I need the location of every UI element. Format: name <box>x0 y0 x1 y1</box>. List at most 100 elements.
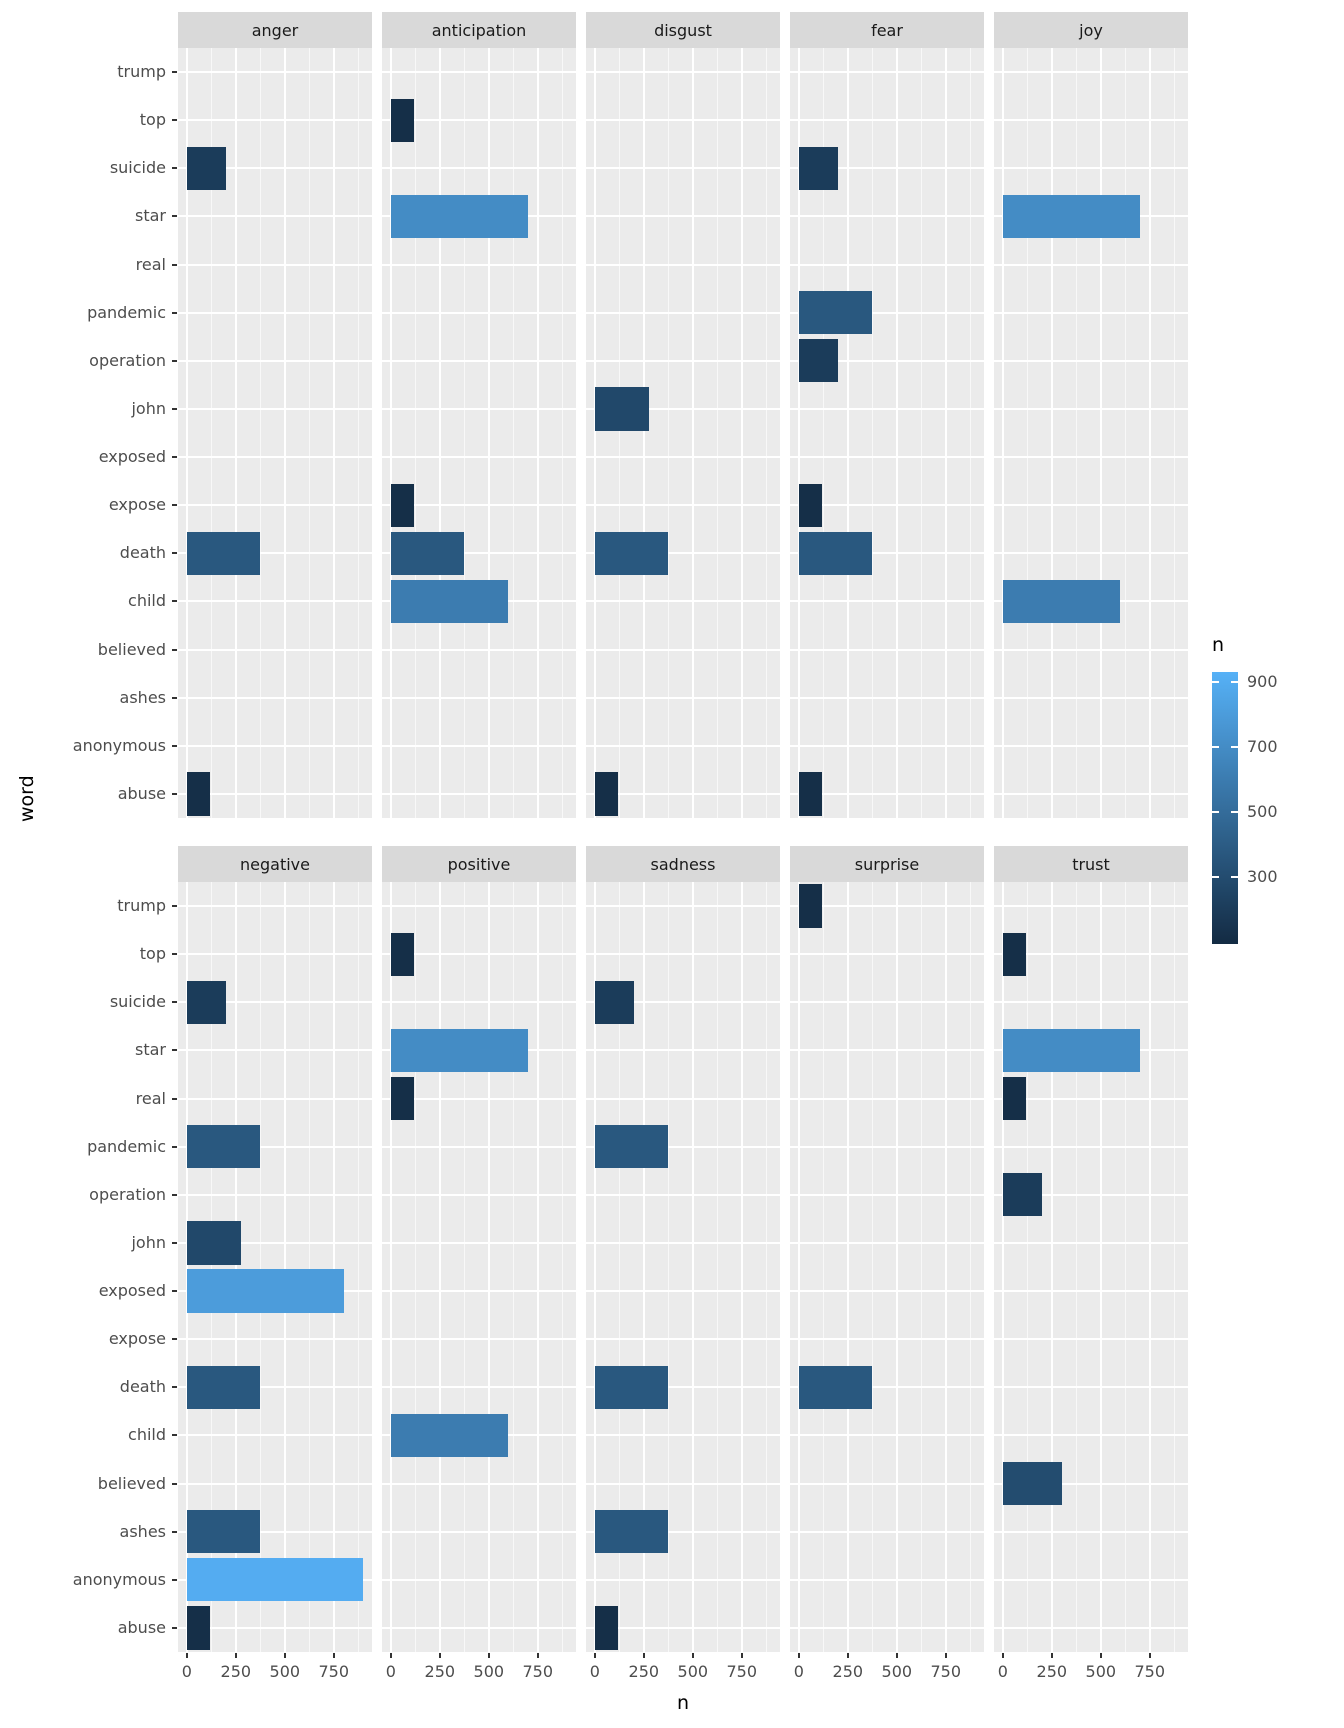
bar-negative-john <box>186 1221 241 1265</box>
gridline-major-horizontal <box>178 1386 372 1389</box>
gridline-major-horizontal <box>586 600 780 603</box>
gridline-major-horizontal <box>790 407 984 410</box>
bar-trust-operation <box>1002 1173 1042 1217</box>
x-tick-mark <box>185 1653 188 1658</box>
gridline-major-horizontal <box>790 167 984 170</box>
bar-sadness-suicide <box>594 980 634 1024</box>
facet-label-sadness: sadness <box>650 854 716 874</box>
gridline-minor-vertical <box>1173 48 1175 818</box>
gridline-major-vertical <box>283 882 286 1652</box>
gridline-major-horizontal <box>586 1145 780 1148</box>
facet-label-fear: fear <box>871 20 903 40</box>
gridline-major-horizontal <box>790 1626 984 1629</box>
bar-positive-real <box>390 1076 415 1121</box>
gridline-minor-vertical <box>512 882 514 1652</box>
gridline-major-horizontal <box>178 1001 372 1004</box>
gridline-major-horizontal <box>994 263 1188 266</box>
gridline-major-vertical <box>332 48 335 818</box>
bar-anticipation-star <box>390 194 528 239</box>
gridline-minor-vertical <box>871 882 873 1652</box>
gridline-minor-vertical <box>561 882 563 1652</box>
y-tick-mark <box>172 359 177 362</box>
x-tick-label: 0 <box>589 1662 600 1681</box>
gridline-major-horizontal <box>790 905 984 908</box>
y-tick-mark <box>172 696 177 699</box>
gridline-major-horizontal <box>586 1530 780 1533</box>
gridline-major-horizontal <box>382 1338 576 1341</box>
y-tick-mark <box>172 119 177 122</box>
facet-panel-anticipation <box>382 48 576 818</box>
gridline-major-vertical <box>797 48 800 818</box>
gridline-major-vertical <box>332 882 335 1652</box>
y-tick-mark <box>172 407 177 410</box>
x-tick-label: 500 <box>473 1662 505 1681</box>
gridline-major-vertical <box>846 882 849 1652</box>
gridline-major-vertical <box>895 882 898 1652</box>
gridline-major-horizontal <box>790 648 984 651</box>
gridline-major-horizontal <box>994 504 1188 507</box>
bar-fear-abuse <box>798 772 823 816</box>
facet-label-surprise: surprise <box>854 854 920 874</box>
legend-tick-mark <box>1212 876 1219 879</box>
gridline-minor-vertical <box>667 48 669 818</box>
gridline-major-vertical <box>691 882 694 1652</box>
bar-joy-child <box>1002 579 1121 624</box>
gridline-major-vertical <box>283 48 286 818</box>
gridline-minor-vertical <box>561 48 563 818</box>
y-tick-label-expose: expose <box>108 1329 166 1349</box>
y-tick-label-abuse: abuse <box>117 783 166 803</box>
bar-surprise-trump <box>798 884 823 928</box>
gridline-major-horizontal <box>382 1626 576 1629</box>
gridline-major-horizontal <box>586 407 780 410</box>
gridline-major-horizontal <box>382 1482 576 1485</box>
gridline-major-vertical <box>944 48 947 818</box>
bar-positive-child <box>390 1413 509 1458</box>
x-tick-label: 750 <box>522 1662 554 1681</box>
x-tick-label: 500 <box>677 1662 709 1681</box>
gridline-minor-vertical <box>1026 882 1028 1652</box>
gridline-major-horizontal <box>994 696 1188 699</box>
gridline-major-horizontal <box>790 1578 984 1581</box>
gridline-major-horizontal <box>382 407 576 410</box>
gridline-major-horizontal <box>994 1578 1188 1581</box>
x-tick-label: 500 <box>881 1662 913 1681</box>
x-tick-mark <box>389 1653 392 1658</box>
gridline-major-horizontal <box>790 119 984 122</box>
gridline-major-horizontal <box>178 552 372 555</box>
x-tick-mark <box>332 1653 335 1658</box>
gridline-minor-vertical <box>822 48 824 818</box>
bar-anticipation-child <box>390 579 509 624</box>
x-tick-mark <box>1001 1653 1004 1658</box>
facet-label-disgust: disgust <box>654 20 712 40</box>
gridline-major-horizontal <box>790 1001 984 1004</box>
gridline-major-horizontal <box>382 1241 576 1244</box>
legend-tick-mark <box>1231 811 1238 814</box>
x-tick-label: 250 <box>220 1662 252 1681</box>
gridline-major-horizontal <box>790 1530 984 1533</box>
x-tick-mark <box>691 1653 694 1658</box>
facet-label-trust: trust <box>1072 854 1110 874</box>
facet-panel-anger <box>178 48 372 818</box>
gridline-major-vertical <box>234 882 237 1652</box>
facet-strip-trust: trust <box>994 846 1188 882</box>
bar-anticipation-expose <box>390 483 415 527</box>
gridline-major-horizontal <box>586 119 780 122</box>
y-tick-label-expose: expose <box>108 495 166 515</box>
x-tick-mark <box>895 1653 898 1658</box>
gridline-minor-vertical <box>210 48 212 818</box>
y-tick-label-real: real <box>135 254 166 274</box>
x-tick-label: 750 <box>318 1662 350 1681</box>
gridline-major-vertical <box>185 882 188 1652</box>
x-tick-label: 250 <box>1036 1662 1068 1681</box>
gridline-major-vertical <box>438 48 441 818</box>
y-tick-mark <box>172 1338 177 1341</box>
gridline-major-horizontal <box>586 1386 780 1389</box>
gridline-major-vertical <box>1148 48 1151 818</box>
gridline-major-horizontal <box>586 1338 780 1341</box>
bar-trust-top <box>1002 932 1027 976</box>
bar-disgust-death <box>594 531 669 575</box>
y-tick-mark <box>172 1482 177 1485</box>
y-tick-mark <box>172 744 177 747</box>
legend-gradient-bar <box>1212 672 1238 944</box>
gridline-major-horizontal <box>382 744 576 747</box>
